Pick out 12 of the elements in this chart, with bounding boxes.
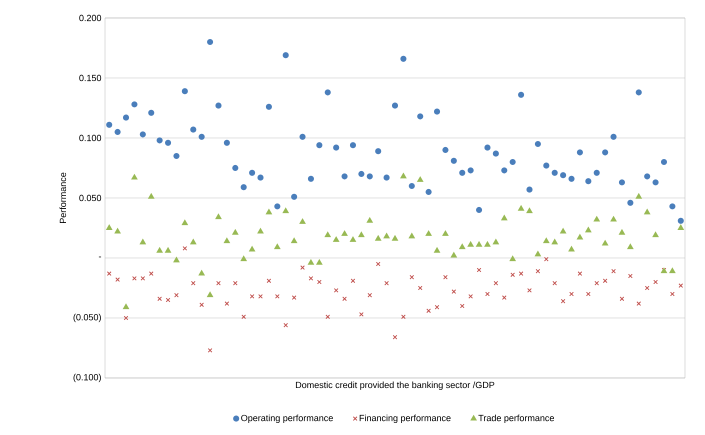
y-tick-label: (0.050) (74, 314, 101, 322)
y-tick-label: - (98, 256, 102, 258)
y-tick-label: 0.100 (79, 134, 102, 142)
y-tick-label: 0.200 (79, 14, 102, 22)
legend-label: Financing performance (360, 414, 451, 423)
y-tick-label: (0.100) (74, 374, 101, 382)
y-axis-title: Performance (59, 172, 66, 224)
x-axis-title: Domestic credit provided the banking sector /GDP (296, 382, 494, 390)
legend-label: Operating performance (241, 414, 333, 423)
legend-label: Trade performance (478, 414, 554, 423)
y-tick-label: 0.150 (79, 74, 102, 82)
y-tick-label: 0.050 (79, 194, 102, 202)
